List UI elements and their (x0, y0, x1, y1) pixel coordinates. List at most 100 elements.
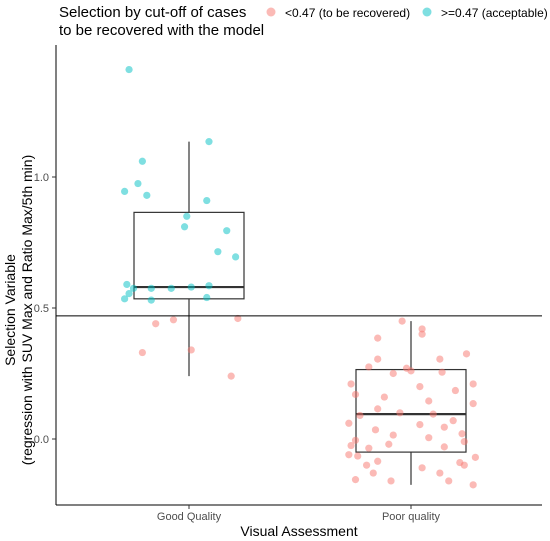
data-point (374, 457, 382, 465)
data-point (389, 431, 397, 439)
y-axis-title-line2: (regression with SUV Max and Ratio Max/5… (19, 155, 35, 465)
data-point (438, 368, 446, 376)
data-point (351, 390, 360, 399)
data-point (363, 461, 371, 469)
data-point (416, 420, 424, 429)
data-point (123, 280, 131, 289)
data-point (347, 380, 355, 388)
data-point (429, 410, 437, 418)
legend-key-recovered (266, 7, 276, 17)
data-point (365, 363, 373, 371)
box-iqr (355, 368, 467, 453)
legend-label-acceptable: >=0.47 (acceptable) (441, 6, 548, 20)
x-tick-label-poor-quality: Poor quality (382, 511, 441, 523)
legend-title-line1: Selection by cut-off of cases (59, 4, 246, 21)
data-point (121, 295, 129, 303)
data-point (380, 393, 388, 401)
data-point (451, 386, 459, 395)
data-point (365, 444, 373, 452)
data-point (121, 187, 129, 196)
data-point (129, 284, 138, 292)
data-point (469, 380, 477, 388)
data-point (418, 330, 426, 338)
y-tick-label: 0.0 (34, 434, 49, 446)
data-point (371, 426, 380, 434)
data-point (407, 367, 415, 375)
data-point (205, 282, 213, 290)
data-point (167, 284, 175, 292)
data-point (354, 452, 362, 460)
data-point (469, 481, 477, 489)
data-point (369, 469, 377, 477)
data-point (227, 372, 235, 380)
data-point (445, 477, 453, 485)
data-point (374, 334, 382, 342)
x-tick-label-good-quality: Good Quality (157, 511, 222, 523)
y-axis-title: Selection Variable (regression with SUV … (2, 155, 35, 465)
y-tick-label: 0.5 (34, 303, 49, 315)
data-point (351, 436, 360, 444)
data-point (183, 212, 191, 220)
data-point (187, 283, 195, 291)
legend-label-recovered: <0.47 (to be recovered) (285, 6, 410, 20)
data-point (460, 461, 468, 469)
data-point (138, 157, 146, 165)
plot-area: 0.0 0.5 1.0 (34, 45, 542, 509)
data-point (374, 355, 382, 363)
data-point (396, 409, 404, 417)
box-good-quality (133, 141, 245, 377)
data-point (234, 314, 242, 323)
y-axis-title-line1: Selection Variable (2, 254, 18, 366)
data-point (203, 196, 211, 205)
data-point (356, 411, 364, 420)
data-point (152, 320, 160, 328)
y-tick-label: 1.0 (34, 172, 49, 184)
legend: Selection by cut-off of cases to be reco… (59, 4, 548, 39)
legend-title-line2: to be recovered with the model (59, 22, 264, 39)
data-point (389, 369, 397, 378)
data-point (387, 477, 395, 485)
data-point (425, 397, 433, 405)
x-axis: Good Quality Poor quality Visual Assessm… (157, 511, 441, 539)
data-point (134, 179, 142, 188)
data-point (345, 419, 353, 427)
data-point (169, 316, 178, 324)
data-point (440, 443, 448, 451)
x-axis-title: Visual Assessment (240, 523, 357, 539)
data-point (460, 438, 468, 446)
data-point (398, 317, 406, 325)
data-point (458, 430, 466, 438)
data-point (205, 138, 213, 146)
data-point (416, 383, 424, 391)
data-point (345, 451, 353, 459)
data-point (125, 289, 133, 298)
data-point (418, 464, 426, 472)
data-point (440, 423, 448, 431)
data-point (125, 65, 133, 74)
data-point (351, 476, 360, 484)
box-poor-quality (355, 321, 467, 485)
data-point (138, 348, 146, 357)
data-point (374, 405, 382, 413)
legend-key-acceptable (422, 7, 432, 17)
data-point (232, 253, 240, 261)
data-point (223, 227, 231, 235)
data-point (180, 223, 189, 231)
data-point (471, 453, 479, 461)
data-point (147, 296, 155, 304)
data-point (385, 440, 393, 448)
data-point (418, 325, 426, 333)
data-point (187, 346, 195, 354)
data-point (462, 350, 471, 358)
data-point (436, 469, 444, 477)
data-point (203, 293, 211, 302)
data-point (347, 441, 355, 450)
data-point (469, 400, 477, 408)
data-point (143, 191, 151, 199)
data-point (449, 417, 457, 425)
data-point (436, 355, 444, 363)
data-point (147, 284, 155, 292)
data-point (425, 434, 433, 442)
data-point (214, 248, 222, 256)
